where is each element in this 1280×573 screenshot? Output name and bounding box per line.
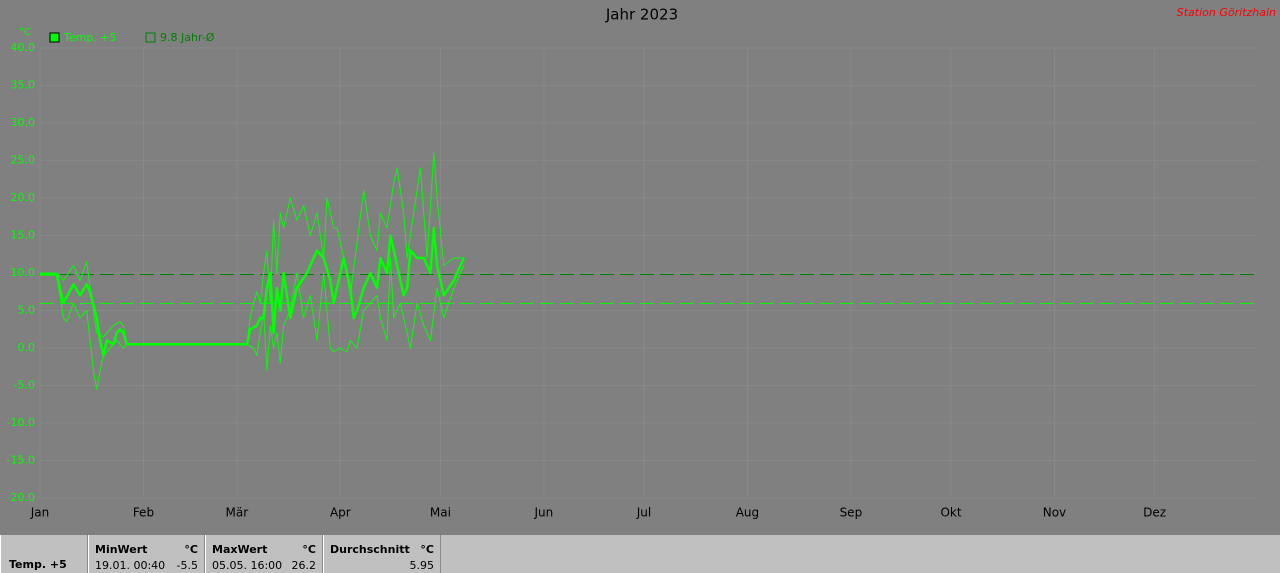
series-line [40,226,465,357]
header: Durchschnitt [330,543,410,556]
unit: °C [302,543,316,556]
y-tick-label: 40.0 [11,41,36,54]
max-cell: MaxWert °C 05.05. 16:00 26.2 [205,535,323,573]
header: MinWert [95,543,148,556]
x-tick-label: Feb [133,506,154,520]
series-line [40,257,465,390]
y-tick-label: 30.0 [11,116,36,129]
legend-label: 9.8 Jahr-Ø [160,31,215,44]
y-tick-label: 5.0 [18,304,36,317]
stats-table: Temp. +5 MinWert °C 19.01. 00:40 -5.5 Ma… [0,535,1280,573]
value: 26.2 [291,559,317,572]
legend-swatch [49,32,60,43]
y-tick-label: 35.0 [11,79,36,92]
chart-title: Jahr 2023 [605,6,678,24]
row-cell: Temp. +5 [0,535,88,573]
x-tick-label: Okt [940,506,961,520]
series-line [40,152,464,345]
y-tick-label: 0.0 [18,341,36,354]
x-tick-label: Jun [534,506,554,520]
x-tick-label: Apr [330,506,351,520]
x-tick-label: Aug [736,506,759,520]
unit: °C [420,543,434,556]
time: 05.05. 16:00 [212,559,283,572]
avg-cell: Durchschnitt °C 5.95 [323,535,441,573]
y-tick-label: 10.0 [11,266,36,279]
legend-swatch [145,32,156,43]
legend-label: Temp. +5 [63,31,117,44]
y-tick-label: 25.0 [11,154,36,167]
x-tick-label: Jan [30,506,50,520]
x-tick-label: Jul [636,506,651,520]
x-tick-label: Dez [1143,506,1166,520]
chart: Jahr 2023 Station Göritzhain °C 40.0 35.0… [7,6,1276,520]
min-cell: MinWert °C 19.01. 00:40 -5.5 [88,535,205,573]
value: 5.95 [409,559,435,572]
y-tick-label: -10.0 [7,416,35,429]
station-label: Station Göritzhain [1177,6,1276,19]
unit: °C [184,543,198,556]
y-tick-label: 20.0 [11,191,36,204]
row-label: Temp. +5 [9,558,67,571]
x-tick-label: Mai [430,506,451,520]
x-tick-label: Sep [840,506,863,520]
x-tick-label: Nov [1043,506,1066,520]
time: 19.01. 00:40 [95,559,166,572]
y-unit: °C [19,27,31,38]
y-tick-label: 15.0 [11,229,36,242]
y-tick-label: -5.0 [14,379,35,392]
y-tick-label: -15.0 [7,454,35,467]
header: MaxWert [212,543,268,556]
y-tick-label: -20.0 [7,491,35,504]
x-tick-label: Mär [226,506,249,520]
value: -5.5 [176,559,198,572]
